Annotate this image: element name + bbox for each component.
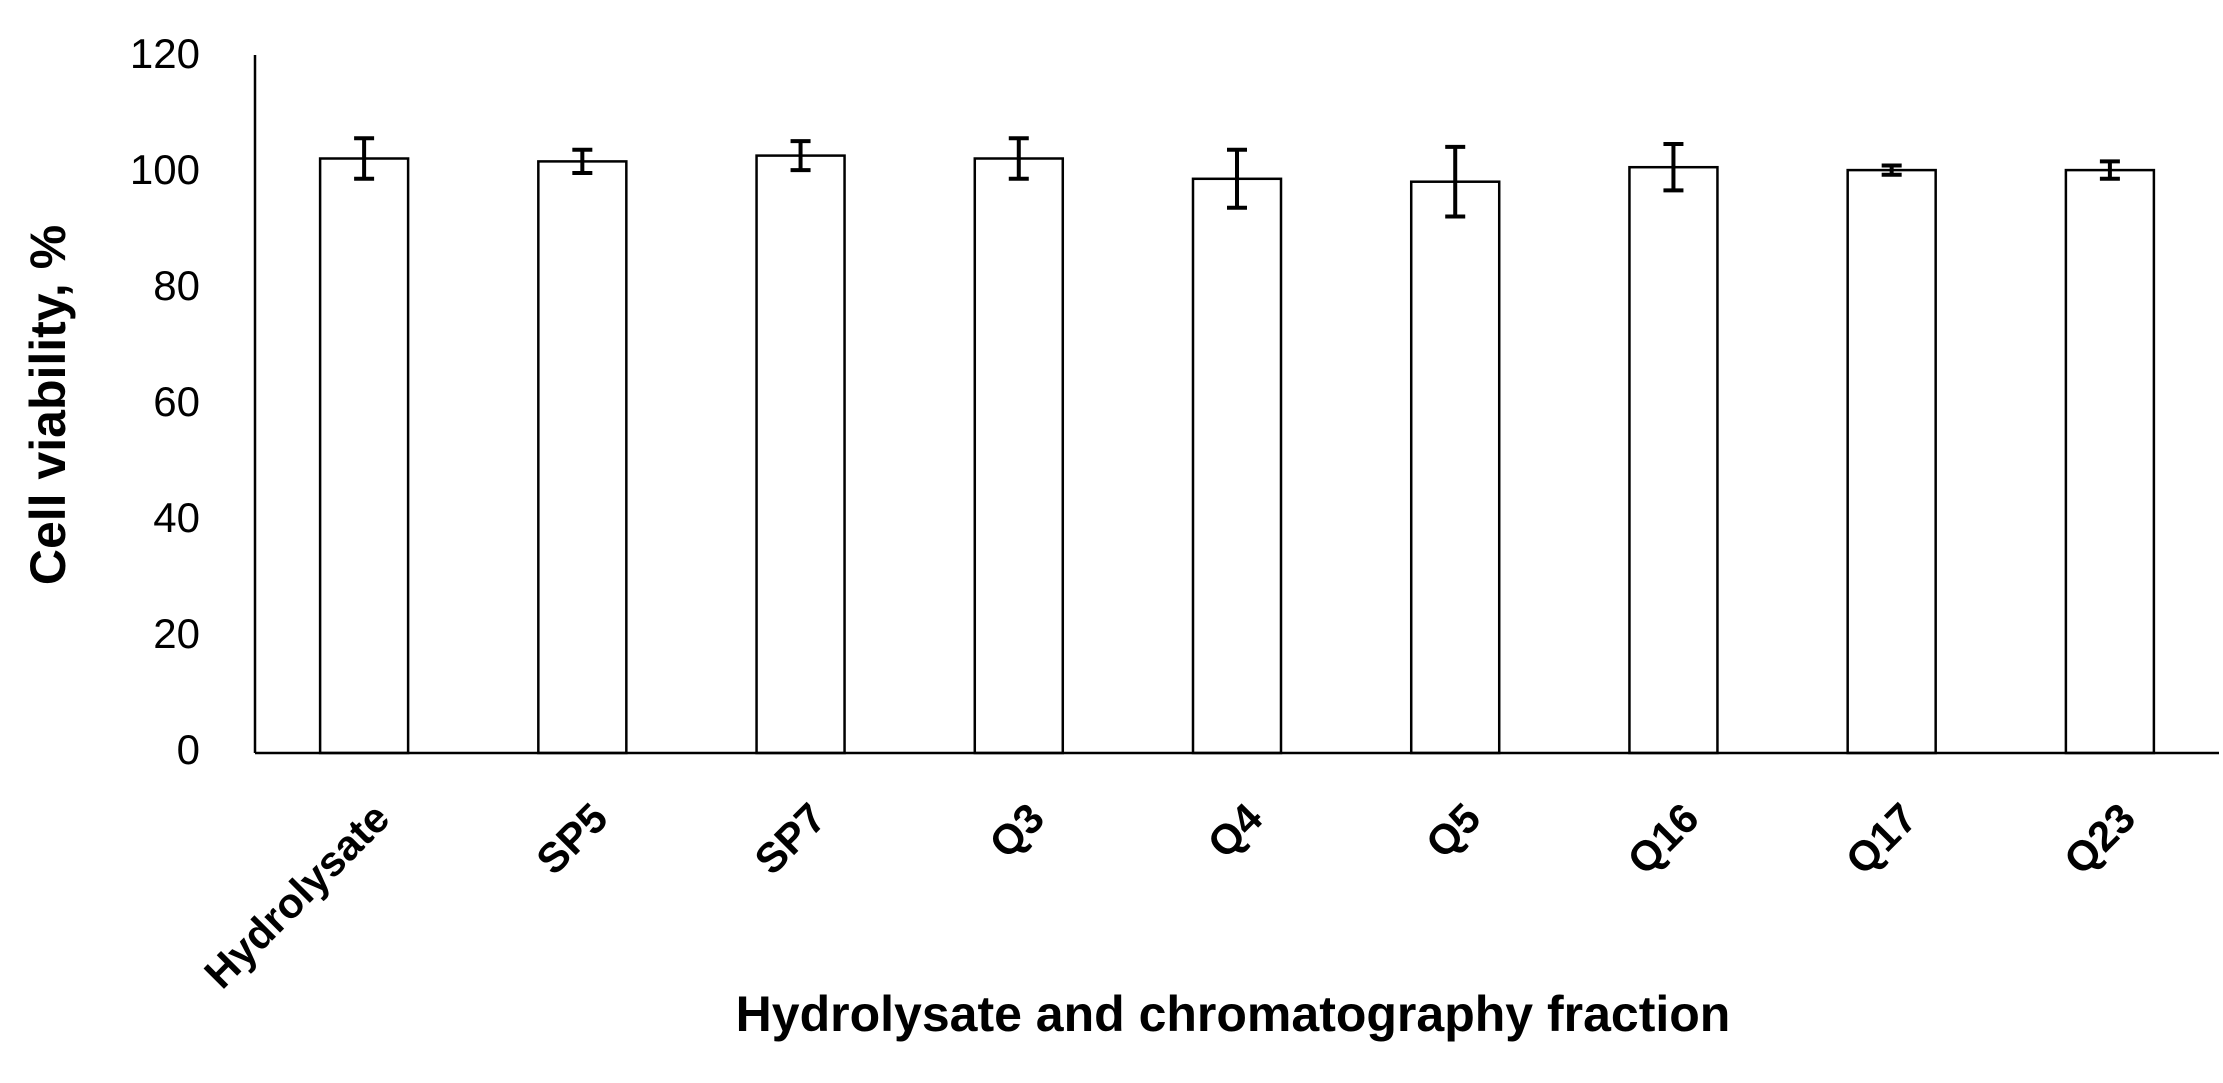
bar xyxy=(2064,168,2156,755)
x-axis-title: Hydrolysate and chromatography fraction xyxy=(736,986,1731,1042)
bar xyxy=(1409,180,1501,755)
x-tick-label: Q3 xyxy=(980,794,1053,867)
bar xyxy=(755,154,846,755)
y-tick-label: 0 xyxy=(177,726,200,773)
error-bar xyxy=(1227,147,1247,210)
bar xyxy=(973,157,1065,755)
error-bar xyxy=(1008,136,1029,181)
bar xyxy=(1191,177,1283,755)
bar xyxy=(537,160,628,755)
y-tick-label: 120 xyxy=(130,30,200,77)
y-tick-label: 100 xyxy=(130,146,200,193)
x-tick-label: SP7 xyxy=(745,794,834,883)
x-tick-label: Q5 xyxy=(1417,794,1490,867)
error-bar xyxy=(790,139,811,173)
error-bar xyxy=(354,136,375,181)
x-tick-label: Q23 xyxy=(2055,794,2144,883)
y-tick-label: 40 xyxy=(153,494,200,541)
x-tick-label: Q16 xyxy=(1618,794,1707,883)
x-tick-label: Hydrolysate xyxy=(195,794,398,997)
bar xyxy=(1628,165,1719,755)
error-bar xyxy=(572,147,593,175)
y-tick-label: 60 xyxy=(153,378,200,425)
y-tick-label: 80 xyxy=(153,262,200,309)
error-bar xyxy=(1663,142,1684,193)
error-bar xyxy=(2099,159,2120,181)
y-axis-title: Cell viability, % xyxy=(20,225,76,585)
y-tick-label: 20 xyxy=(153,610,200,657)
x-tick-label: Q17 xyxy=(1837,794,1926,883)
bar xyxy=(1846,168,1937,755)
x-tick-label: SP5 xyxy=(527,794,616,883)
error-bar xyxy=(1881,163,1902,177)
bar xyxy=(318,157,410,755)
error-bar xyxy=(1445,144,1466,219)
x-tick-label: Q4 xyxy=(1198,794,1271,867)
